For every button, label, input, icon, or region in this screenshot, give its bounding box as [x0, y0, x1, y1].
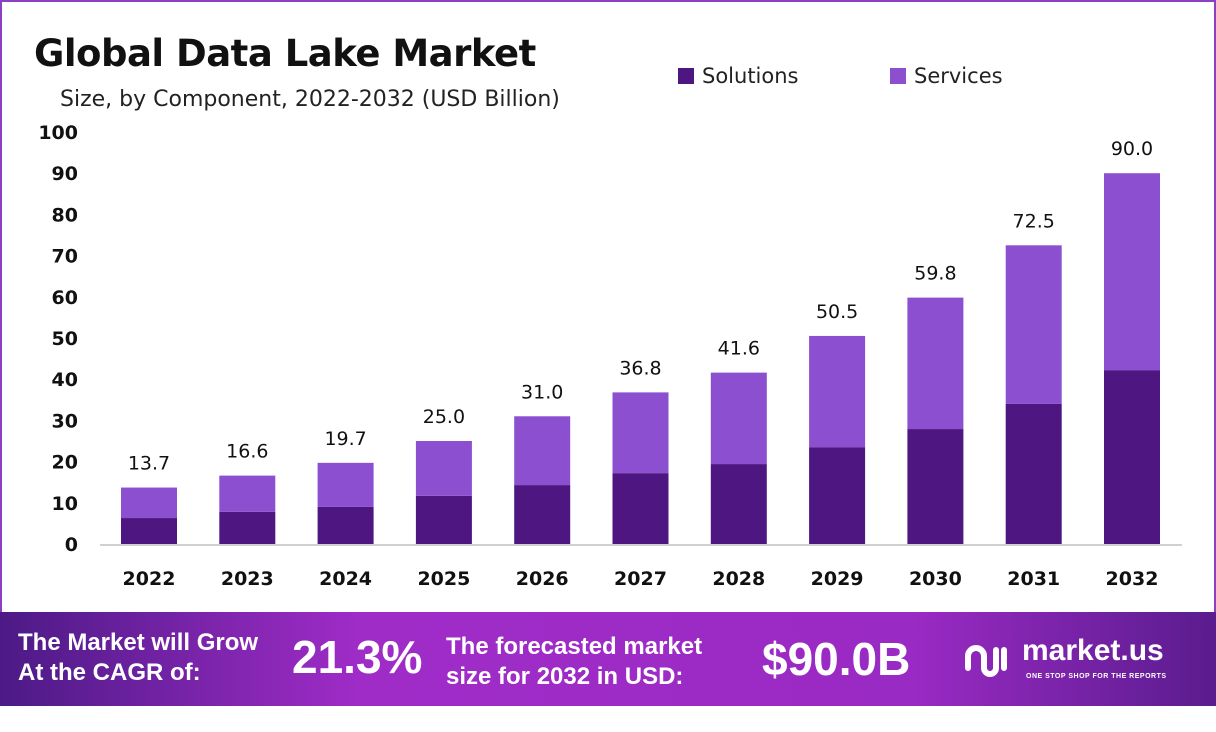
legend-label: Solutions	[702, 64, 799, 88]
data-label: 25.0	[423, 406, 465, 428]
cagr-value: 21.3%	[292, 631, 423, 683]
x-tick-label: 2028	[712, 568, 765, 590]
bar-services-2024	[317, 462, 374, 507]
bar-services-2031	[1005, 245, 1062, 404]
data-label: 13.7	[128, 453, 170, 475]
forecast-label-line2: size for 2032 in USD:	[446, 663, 684, 690]
legend-swatch	[678, 68, 694, 84]
bar-solutions-2024	[317, 506, 374, 544]
chart-plot: 010203040506070809010013.7202216.6202319…	[38, 122, 1182, 590]
bar-solutions-2027	[612, 473, 669, 544]
y-tick-label: 10	[52, 493, 78, 515]
y-tick-label: 90	[52, 163, 78, 185]
bar-solutions-2026	[514, 485, 571, 544]
legend-item-services: Services	[890, 64, 1003, 88]
bar-services-2022	[121, 487, 177, 519]
legend-label: Services	[914, 64, 1003, 88]
bar-solutions-2022	[121, 518, 177, 544]
bar-solutions-2029	[809, 447, 866, 544]
y-tick-label: 80	[52, 204, 78, 226]
x-tick-label: 2032	[1106, 568, 1159, 590]
bar-services-2030	[907, 297, 964, 430]
bar-solutions-2023	[219, 511, 276, 544]
y-tick-label: 40	[52, 369, 78, 391]
y-tick-label: 60	[52, 287, 78, 309]
bar-services-2026	[514, 416, 571, 486]
bar-services-2023	[219, 475, 276, 512]
bar-services-2029	[809, 335, 866, 448]
y-tick-label: 70	[52, 246, 78, 268]
data-label: 72.5	[1013, 210, 1055, 232]
cagr-label-line1: The Market will Grow	[18, 629, 259, 656]
y-tick-label: 0	[65, 534, 78, 556]
chart-frame	[0, 0, 1216, 612]
bar-solutions-2032	[1104, 370, 1160, 544]
cagr-label: The Market will Grow At the CAGR of:	[18, 628, 258, 688]
legend-swatch	[890, 68, 906, 84]
y-tick-label: 100	[38, 122, 78, 144]
x-tick-label: 2029	[811, 568, 864, 590]
x-tick-label: 2031	[1007, 568, 1060, 590]
x-tick-label: 2024	[319, 568, 372, 590]
x-tick-label: 2027	[614, 568, 667, 590]
y-tick-label: 20	[52, 452, 78, 474]
brand-name: market.us	[1022, 634, 1164, 667]
x-tick-label: 2026	[516, 568, 569, 590]
data-label: 41.6	[718, 338, 760, 360]
data-label: 90.0	[1111, 138, 1153, 160]
chart-title: Global Data Lake Market	[34, 32, 536, 75]
x-tick-label: 2023	[221, 568, 274, 590]
bar-solutions-2031	[1005, 403, 1062, 544]
forecast-value: $90.0B	[762, 633, 911, 685]
legend-item-solutions: Solutions	[678, 64, 799, 88]
footer-banner: The Market will Grow At the CAGR of: 21.…	[0, 612, 1216, 706]
bar-solutions-2025	[415, 495, 472, 544]
x-tick-label: 2022	[123, 568, 176, 590]
data-label: 50.5	[816, 301, 858, 323]
forecast-label-line1: The forecasted market	[446, 633, 703, 660]
y-tick-label: 50	[52, 328, 78, 350]
data-label: 36.8	[619, 357, 661, 379]
bar-solutions-2030	[907, 429, 964, 544]
chart-subtitle: Size, by Component, 2022-2032 (USD Billi…	[60, 87, 560, 112]
x-tick-label: 2025	[417, 568, 470, 590]
data-label: 16.6	[226, 441, 268, 463]
bar-services-2028	[710, 372, 767, 465]
bar-solutions-2028	[710, 464, 767, 544]
bar-services-2032	[1104, 173, 1160, 371]
bar-services-2027	[612, 392, 669, 474]
data-label: 19.7	[324, 428, 366, 450]
data-label: 59.8	[914, 263, 956, 285]
x-tick-label: 2030	[909, 568, 962, 590]
bar-services-2025	[415, 441, 472, 496]
forecast-label: The forecasted market size for 2032 in U…	[446, 632, 702, 692]
logo-icon	[965, 645, 1007, 677]
brand-logo	[962, 640, 1012, 680]
brand-tagline: ONE STOP SHOP FOR THE REPORTS	[1026, 673, 1167, 680]
data-label: 31.0	[521, 381, 563, 403]
y-tick-label: 30	[52, 410, 78, 432]
cagr-label-line2: At the CAGR of:	[18, 659, 201, 686]
